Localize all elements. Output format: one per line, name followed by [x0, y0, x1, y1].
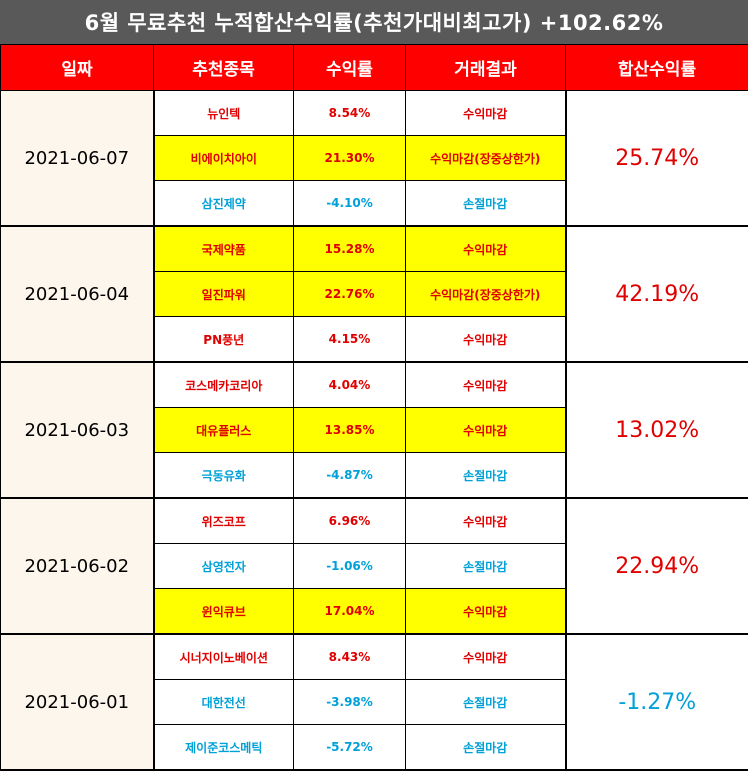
total-rate-cell: 42.19% [566, 226, 748, 362]
result-cell: 수익마감 [406, 91, 566, 136]
rate-cell: 4.04% [294, 362, 406, 408]
rate-cell: 17.04% [294, 589, 406, 635]
date-cell: 2021-06-03 [1, 362, 154, 498]
rate-cell: 8.54% [294, 91, 406, 136]
rate-cell: 15.28% [294, 226, 406, 272]
stock-cell: 극동유화 [154, 453, 294, 499]
stock-cell: 제이준코스메틱 [154, 725, 294, 771]
stock-cell: 대한전선 [154, 680, 294, 725]
result-cell: 수익마감(장중상한가) [406, 272, 566, 317]
stock-cell: 시너지이노베이션 [154, 634, 294, 680]
date-cell: 2021-06-02 [1, 498, 154, 634]
result-cell: 수익마감(장중상한가) [406, 136, 566, 181]
result-cell: 수익마감 [406, 589, 566, 635]
date-cell: 2021-06-04 [1, 226, 154, 362]
header-rate: 수익률 [294, 45, 406, 91]
rate-cell: 6.96% [294, 498, 406, 544]
rate-cell: -5.72% [294, 725, 406, 771]
header-result: 거래결과 [406, 45, 566, 91]
total-rate-cell: -1.27% [566, 634, 748, 770]
stock-cell: 윈익큐브 [154, 589, 294, 635]
header-row: 일짜 추천종목 수익률 거래결과 합산수익률 [1, 45, 748, 91]
stock-cell: 삼영전자 [154, 544, 294, 589]
result-cell: 수익마감 [406, 408, 566, 453]
rate-cell: 22.76% [294, 272, 406, 317]
result-cell: 손절마감 [406, 181, 566, 227]
result-cell: 수익마감 [406, 226, 566, 272]
total-rate-cell: 13.02% [566, 362, 748, 498]
rate-cell: -4.10% [294, 181, 406, 227]
stock-cell: 비에이치아이 [154, 136, 294, 181]
stock-cell: PN풍년 [154, 317, 294, 363]
rate-cell: 21.30% [294, 136, 406, 181]
rate-cell: -1.06% [294, 544, 406, 589]
rate-cell: -3.98% [294, 680, 406, 725]
rate-cell: 8.43% [294, 634, 406, 680]
total-rate-cell: 22.94% [566, 498, 748, 634]
header-stock: 추천종목 [154, 45, 294, 91]
result-cell: 손절마감 [406, 725, 566, 771]
date-cell: 2021-06-01 [1, 634, 154, 770]
header-total: 합산수익률 [566, 45, 748, 91]
result-cell: 손절마감 [406, 453, 566, 499]
header-date: 일짜 [1, 45, 154, 91]
rate-cell: -4.87% [294, 453, 406, 499]
stock-cell: 국제약품 [154, 226, 294, 272]
date-cell: 2021-06-07 [1, 91, 154, 227]
total-rate-cell: 25.74% [566, 91, 748, 227]
result-cell: 수익마감 [406, 317, 566, 363]
stock-cell: 삼진제약 [154, 181, 294, 227]
stock-cell: 뉴인텍 [154, 91, 294, 136]
result-cell: 손절마감 [406, 544, 566, 589]
result-cell: 수익마감 [406, 498, 566, 544]
result-cell: 수익마감 [406, 634, 566, 680]
stock-cell: 코스메카코리아 [154, 362, 294, 408]
page-title: 6월 무료추천 누적합산수익률(추천가대비최고가) +102.62% [0, 0, 748, 44]
stock-cell: 일진파워 [154, 272, 294, 317]
rate-cell: 13.85% [294, 408, 406, 453]
stock-cell: 위즈코프 [154, 498, 294, 544]
result-cell: 수익마감 [406, 362, 566, 408]
result-cell: 손절마감 [406, 680, 566, 725]
stock-cell: 대유플러스 [154, 408, 294, 453]
rate-cell: 4.15% [294, 317, 406, 363]
